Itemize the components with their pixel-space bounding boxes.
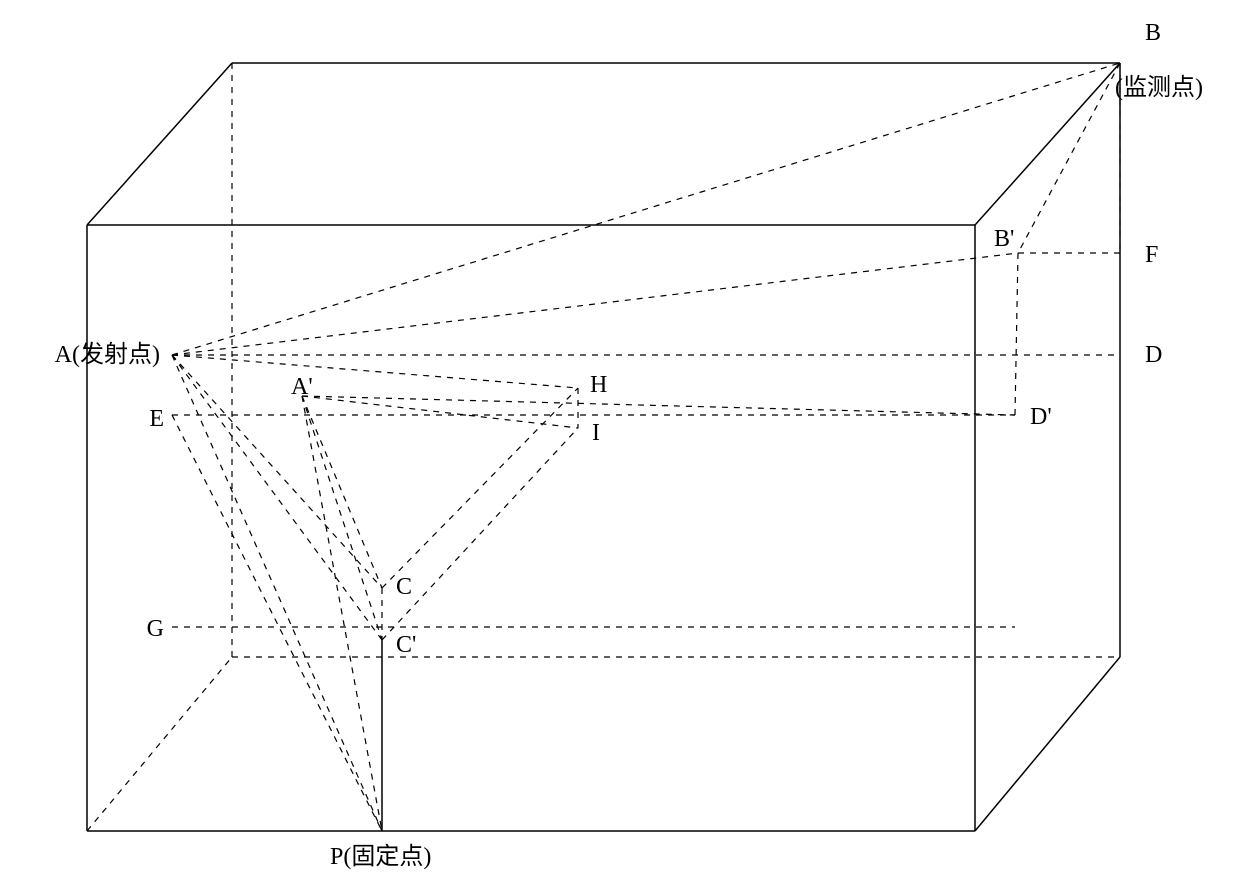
label-H_label: H <box>590 372 607 398</box>
label-Aprm_label: A' <box>291 374 313 400</box>
label-Dprm_label: D' <box>1030 404 1052 430</box>
label-G_label: G <box>147 616 164 642</box>
label-D_label: D <box>1145 342 1162 368</box>
label-C_label: C <box>396 574 412 600</box>
solid-lines <box>87 63 1120 831</box>
dashed-lines <box>87 63 1120 831</box>
label-B_label: B <box>1145 20 1161 46</box>
label-I_label: I <box>592 420 600 446</box>
label-F_label: F <box>1145 242 1158 268</box>
point-labels: B (监测点) F B' D D' A(发射点) A' E HI G C C' P(固定点) <box>55 20 1203 870</box>
label-Cprm_label: C' <box>396 632 416 658</box>
geometric-diagram: B (监测点) F B' D D' A(发射点) A' E HI G C C' P(固定点) <box>0 0 1240 880</box>
label-E_label: E <box>149 406 164 432</box>
label-B_annotation: (监测点) <box>1115 74 1203 101</box>
label-A_label: A(发射点) <box>55 341 160 368</box>
label-Bprm_label: B' <box>994 226 1014 252</box>
label-P_label: P(固定点) <box>330 843 431 870</box>
